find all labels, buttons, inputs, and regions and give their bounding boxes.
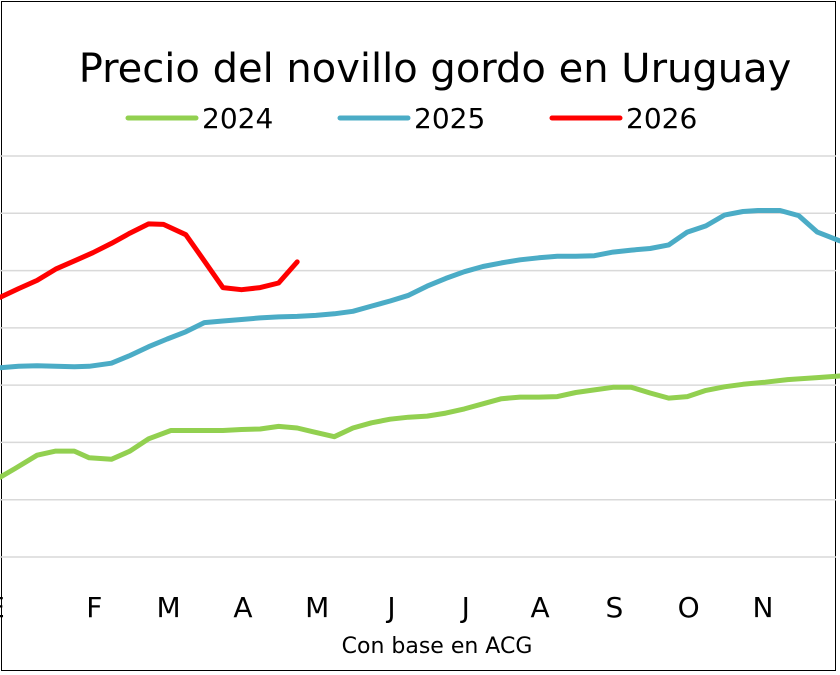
x-tick-label: J <box>385 591 395 624</box>
x-tick-label: M <box>157 591 181 624</box>
x-axis-ticks: EFMAMJJASON <box>0 591 773 624</box>
x-tick-label: E <box>0 591 5 624</box>
x-tick-label: F <box>86 591 102 624</box>
legend-label-2026: 2026 <box>626 102 697 135</box>
x-tick-label: A <box>531 591 550 624</box>
legend-label-2024: 2024 <box>202 102 273 135</box>
x-axis-label: Con base en ACG <box>342 634 533 659</box>
x-tick-label: S <box>606 591 624 624</box>
chart-title: Precio del novillo gordo en Uruguay <box>79 46 792 92</box>
x-tick-label: N <box>753 591 774 624</box>
series-line-2025 <box>0 208 840 371</box>
x-tick-label: A <box>233 591 252 624</box>
x-tick-label: J <box>460 591 470 624</box>
data-series <box>0 208 840 480</box>
series-line-2024 <box>0 373 840 480</box>
x-tick-label: O <box>678 591 700 624</box>
legend-label-2025: 2025 <box>414 102 485 135</box>
series-line-2026 <box>0 221 300 300</box>
chart-legend: 2024 2025 2026 <box>125 102 697 135</box>
x-tick-label: M <box>305 591 329 624</box>
